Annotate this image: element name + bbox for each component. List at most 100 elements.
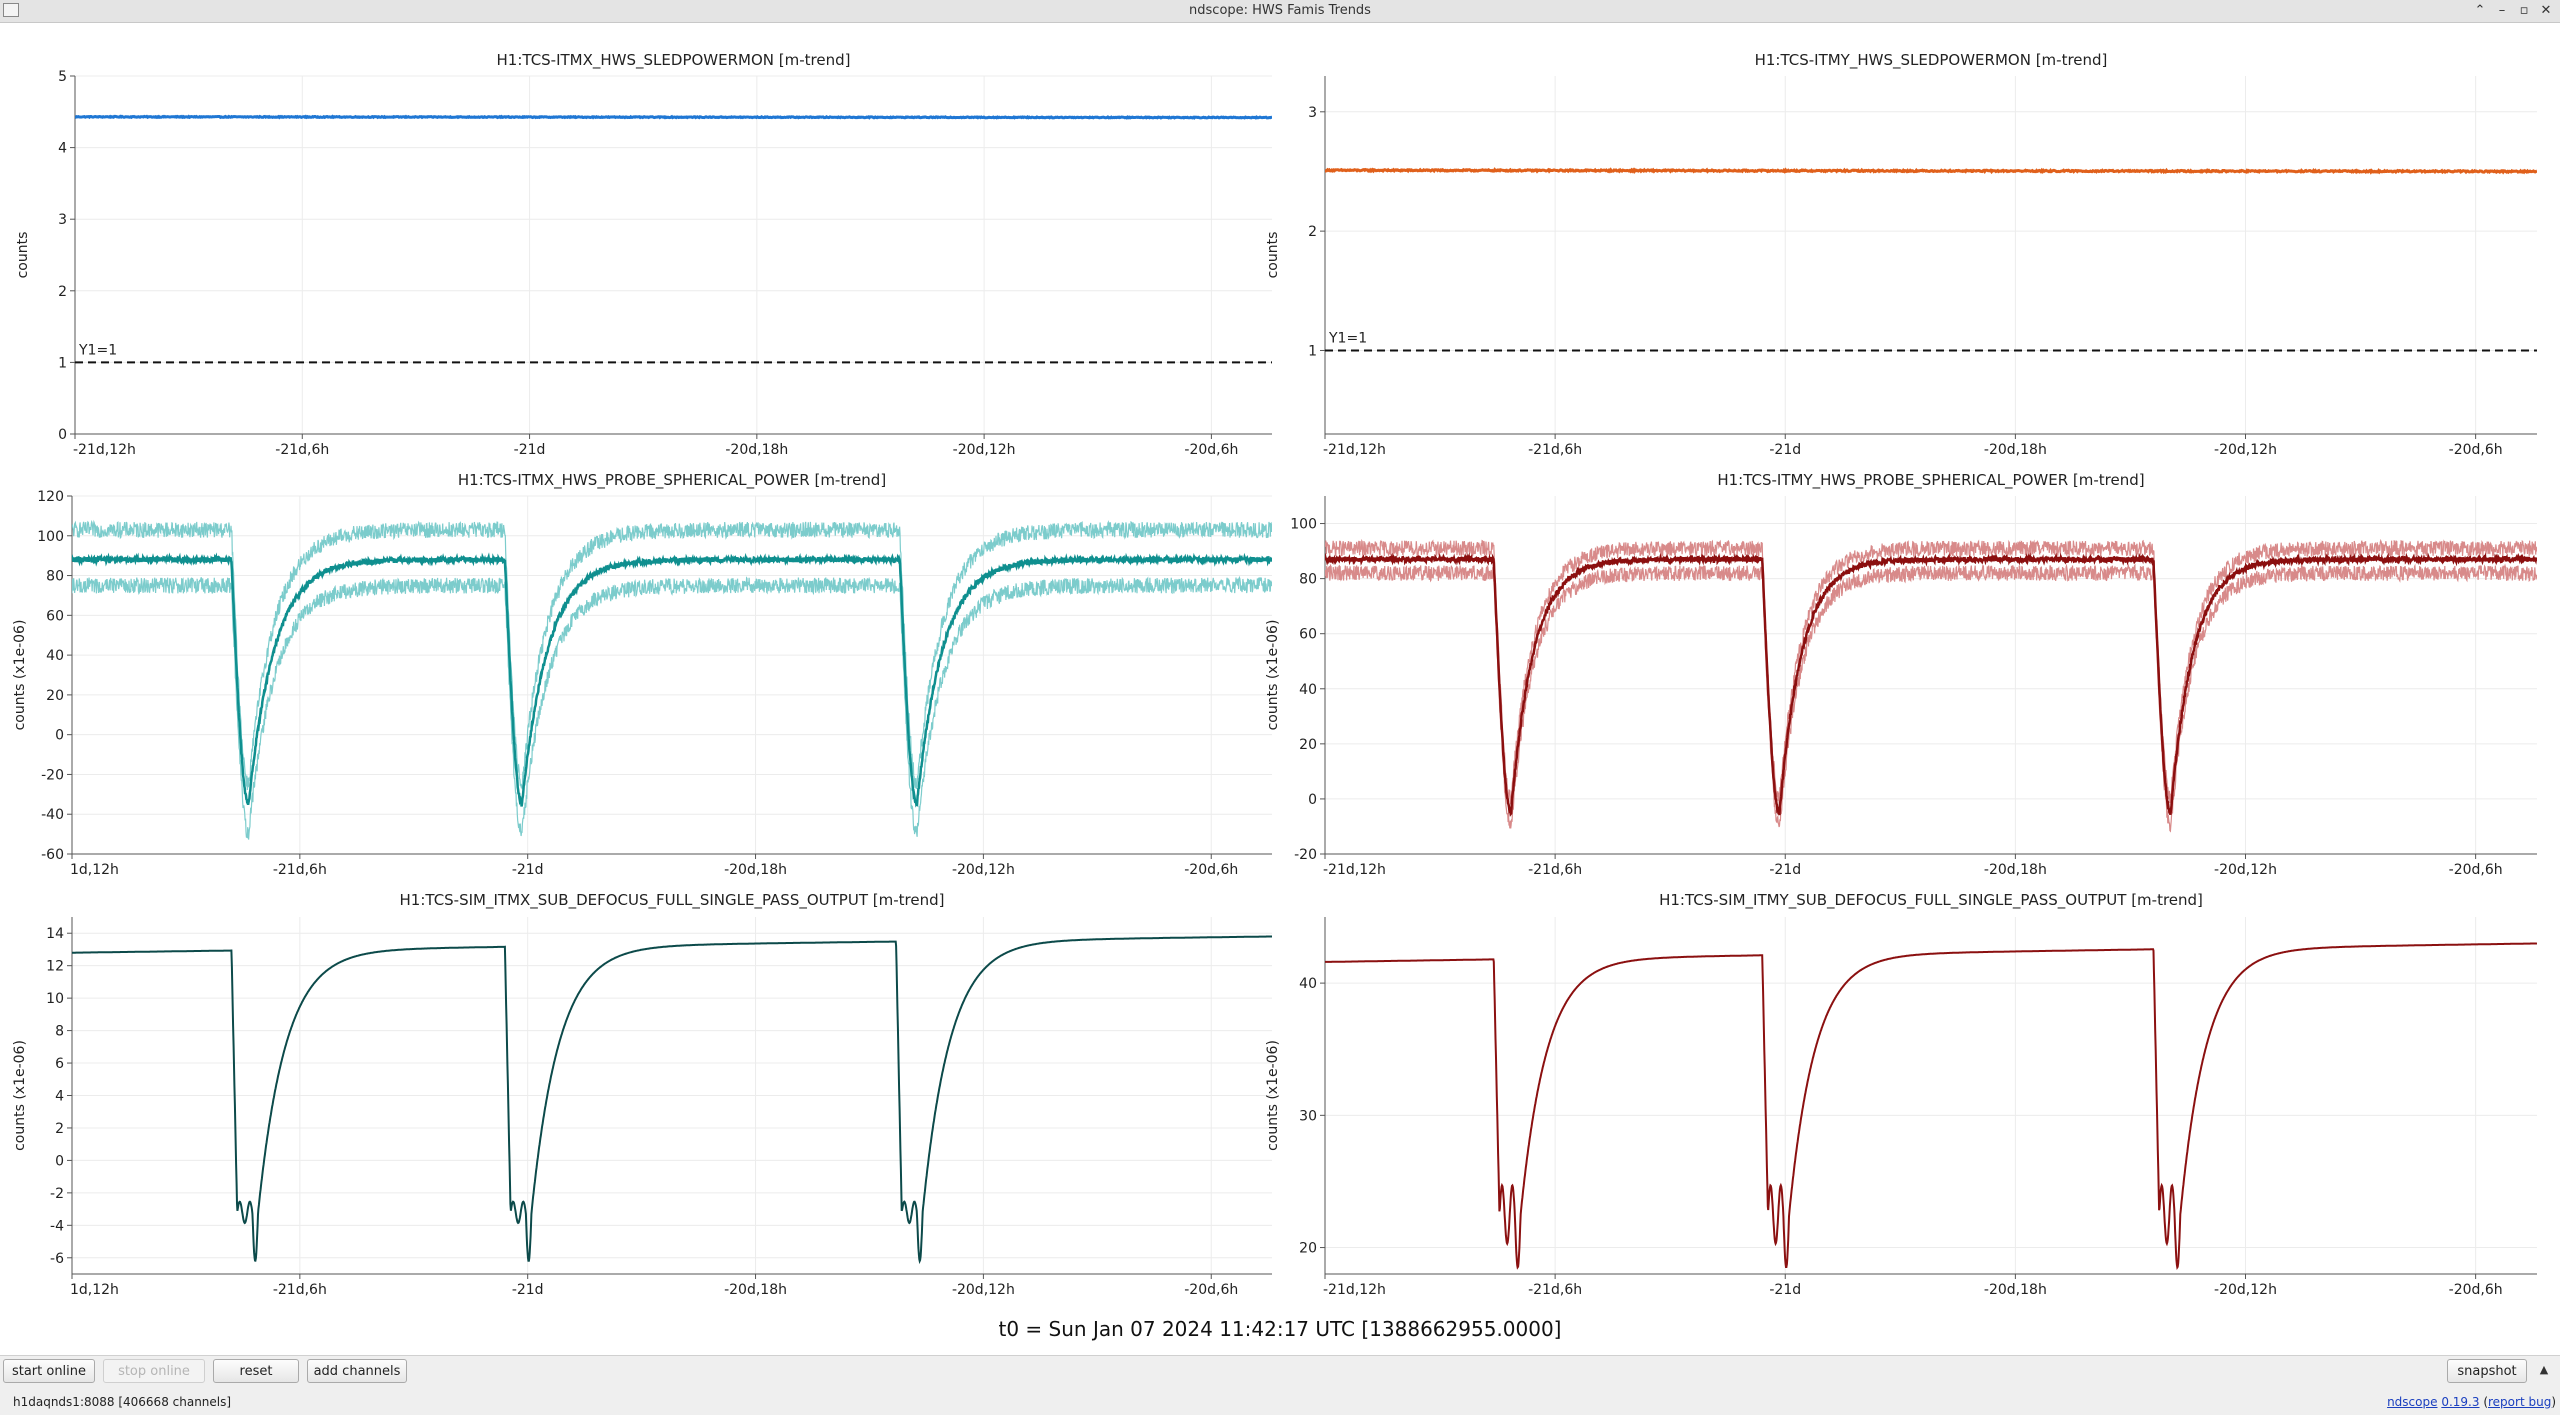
y-tick-label: 6 — [55, 1056, 64, 1072]
x-tick-label: -20d,6h — [1184, 862, 1238, 878]
report-bug-link[interactable]: report bug — [2488, 1395, 2552, 1409]
plot-panel-1[interactable]: H1:TCS-ITMX_HWS_SLEDPOWERMON [m-trend] co… — [15, 51, 1272, 458]
x-tick-label: -20d,18h — [725, 442, 788, 458]
y-tick-label: 60 — [1299, 627, 1317, 643]
y-axis-label: counts (x1e-06) — [1265, 620, 1281, 731]
window-menu-icon[interactable] — [3, 3, 19, 17]
y-tick-label: 0 — [58, 427, 67, 443]
series-group — [72, 519, 1272, 840]
y-tick-label: 80 — [46, 569, 64, 585]
x-tick-label: -21d — [512, 862, 544, 878]
x-tick-label: -21d,6h — [1528, 1282, 1582, 1298]
series-line — [1325, 942, 2537, 1270]
y-tick-label: 60 — [46, 608, 64, 624]
threshold-label: Y1=1 — [78, 342, 117, 358]
x-tick-label: -20d,12h — [2214, 862, 2277, 878]
x-tick-label: -20d,12h — [952, 1282, 1015, 1298]
y-axis-label: counts — [15, 232, 31, 279]
stop-online-button[interactable]: stop online — [103, 1359, 205, 1383]
toolbar: start online stop online reset add chann… — [0, 1355, 2560, 1396]
x-tick-label: -21d — [1769, 1282, 1801, 1298]
x-tick-label: -21d,6h — [1528, 442, 1582, 458]
x-tick-label: -21d — [1769, 442, 1801, 458]
y-tick-label: 20 — [1299, 1241, 1317, 1257]
keep-above-icon[interactable]: ⌃ — [2474, 3, 2486, 18]
y-tick-label: 100 — [1290, 517, 1317, 533]
y-tick-label: 4 — [55, 1089, 64, 1105]
series-min-line — [72, 575, 1272, 840]
minimize-icon[interactable]: – — [2498, 3, 2506, 18]
window-title: ndscope: HWS Famis Trends — [1189, 3, 1371, 18]
threshold-label: Y1=1 — [1328, 330, 1367, 346]
y-tick-label: 10 — [46, 991, 64, 1007]
y-tick-label: -6 — [50, 1251, 64, 1267]
y-tick-label: 8 — [55, 1024, 64, 1040]
plot-title: H1:TCS-ITMX_HWS_SLEDPOWERMON [m-trend] — [497, 51, 851, 70]
x-tick-label: -20d,6h — [2449, 1282, 2503, 1298]
series-line — [1325, 167, 2537, 175]
y-tick-label: 12 — [46, 959, 64, 975]
y-axis-label: counts (x1e-06) — [12, 1040, 28, 1151]
x-tick-label: -20d,18h — [1984, 442, 2047, 458]
series-mean-line — [72, 552, 1272, 808]
y-tick-label: 0 — [55, 1153, 64, 1169]
status-bar: h1daqnds1:8088 [406668 channels] ndscope… — [0, 1391, 2560, 1415]
y-tick-label: -40 — [41, 807, 64, 823]
y-tick-label: 2 — [58, 284, 67, 300]
series-group — [1325, 538, 2537, 833]
y-tick-label: 30 — [1299, 1108, 1317, 1124]
plot-title: H1:TCS-ITMX_HWS_PROBE_SPHERICAL_POWER [m… — [458, 471, 886, 490]
y-tick-label: -2 — [50, 1186, 64, 1202]
plot-panel-3[interactable]: H1:TCS-ITMX_HWS_PROBE_SPHERICAL_POWER [m… — [12, 471, 1272, 878]
x-tick-label: -20d,6h — [1184, 1282, 1238, 1298]
y-tick-label: -60 — [41, 847, 64, 863]
plot-title: H1:TCS-ITMY_HWS_PROBE_SPHERICAL_POWER [m… — [1717, 471, 2144, 490]
x-tick-label: 1d,12h — [70, 862, 119, 878]
plot-panel-5[interactable]: H1:TCS-SIM_ITMX_SUB_DEFOCUS_FULL_SINGLE_… — [12, 891, 1272, 1298]
x-tick-label: -21d — [1769, 862, 1801, 878]
y-tick-label: -4 — [50, 1218, 64, 1234]
reset-button[interactable]: reset — [213, 1359, 299, 1383]
series-mean-line — [1325, 552, 2537, 817]
y-tick-label: 5 — [58, 69, 67, 85]
series-group — [1325, 942, 2537, 1270]
x-tick-label: -20d,18h — [1984, 862, 2047, 878]
version-link[interactable]: 0.19.3 — [2441, 1395, 2480, 1409]
x-tick-label: -21d,12h — [1323, 442, 1386, 458]
y-tick-label: 40 — [1299, 976, 1317, 992]
start-online-button[interactable]: start online — [3, 1359, 95, 1383]
collapse-toolbar-icon[interactable]: ▲ — [2539, 1363, 2549, 1376]
maximize-icon[interactable]: ▫ — [2519, 3, 2529, 18]
plot-title: H1:TCS-SIM_ITMX_SUB_DEFOCUS_FULL_SINGLE_… — [400, 891, 945, 910]
add-channels-button[interactable]: add channels — [307, 1359, 407, 1383]
version-info: ndscope 0.19.3 (report bug) — [2387, 1395, 2556, 1409]
x-tick-label: -20d,12h — [952, 862, 1015, 878]
plot-panel-6[interactable]: H1:TCS-SIM_ITMY_SUB_DEFOCUS_FULL_SINGLE_… — [1265, 891, 2537, 1298]
x-tick-label: 1d,12h — [70, 1282, 119, 1298]
x-tick-label: -20d,6h — [1184, 442, 1238, 458]
close-icon[interactable]: ✕ — [2540, 3, 2552, 18]
series-max-line — [1325, 538, 2537, 806]
x-tick-label: -21d,6h — [273, 862, 327, 878]
x-tick-label: -21d,12h — [1323, 1282, 1386, 1298]
ndscope-link[interactable]: ndscope — [2387, 1395, 2438, 1409]
y-tick-label: 2 — [55, 1121, 64, 1137]
t0-label: t0 = Sun Jan 07 2024 11:42:17 UTC [13886… — [998, 1317, 1562, 1341]
series-group — [75, 114, 1272, 364]
snapshot-button[interactable]: snapshot — [2447, 1359, 2527, 1383]
y-tick-label: 0 — [55, 728, 64, 744]
plot-panel-4[interactable]: H1:TCS-ITMY_HWS_PROBE_SPHERICAL_POWER [m… — [1265, 471, 2537, 878]
x-tick-label: -21d,6h — [1528, 862, 1582, 878]
y-axis-label: counts — [1265, 232, 1281, 279]
y-tick-label: 2 — [1308, 224, 1317, 240]
y-tick-label: 4 — [58, 141, 67, 157]
series-max-line — [72, 519, 1272, 791]
plot-panel-2[interactable]: H1:TCS-ITMY_HWS_SLEDPOWERMON [m-trend] co… — [1265, 51, 2537, 458]
x-tick-label: -21d,12h — [73, 442, 136, 458]
plot-grid[interactable]: H1:TCS-ITMX_HWS_SLEDPOWERMON [m-trend] co… — [0, 23, 2560, 1313]
y-tick-label: -20 — [1294, 847, 1317, 863]
series-group — [1325, 167, 2537, 352]
series-group — [72, 935, 1272, 1265]
y-tick-label: 20 — [1299, 737, 1317, 753]
server-status: h1daqnds1:8088 [406668 channels] — [13, 1395, 232, 1409]
